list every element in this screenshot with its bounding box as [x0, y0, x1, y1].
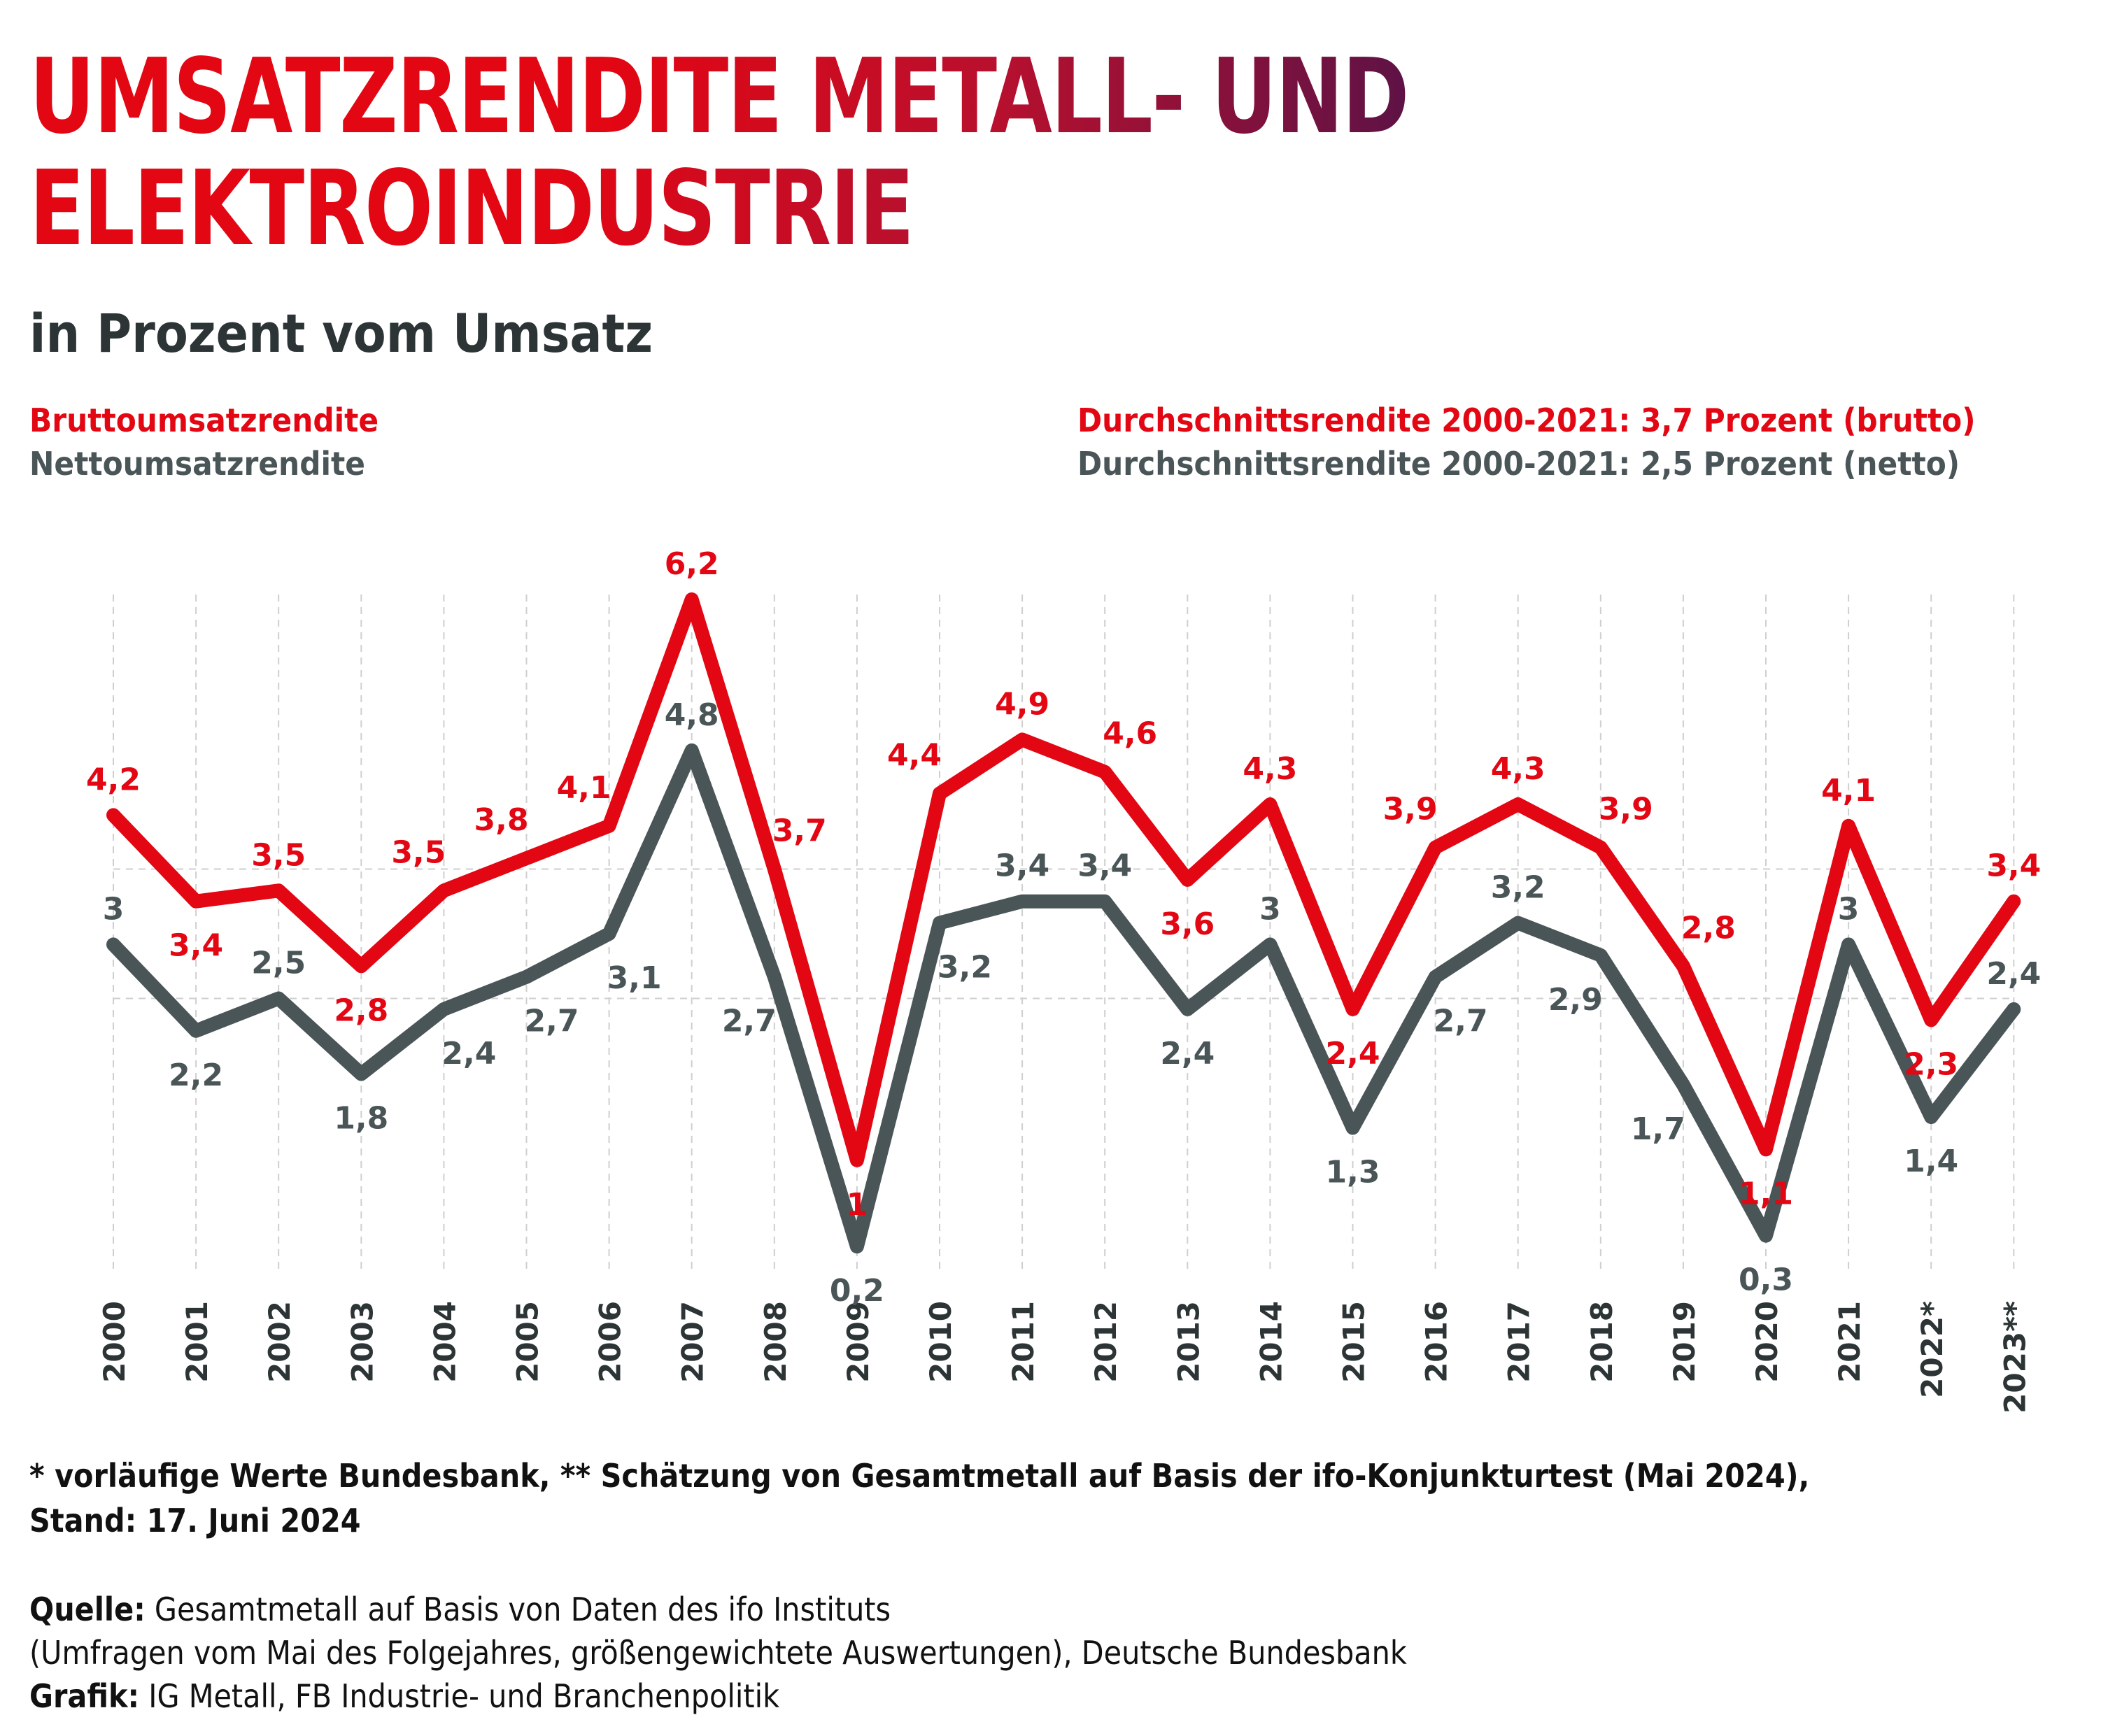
data-label-netto: 3,1 [607, 960, 662, 996]
x-tick-label: 2008 [758, 1301, 793, 1383]
data-label-netto: 2,5 [251, 946, 306, 981]
data-label-netto: 3 [1838, 891, 1860, 927]
data-label-brutto: 1,1 [1739, 1176, 1793, 1211]
data-label-netto: 2,7 [525, 1004, 579, 1039]
data-label-brutto: 3,4 [1986, 848, 2041, 884]
data-label-netto: 2,4 [441, 1036, 496, 1072]
data-label-brutto: 2,4 [1326, 1036, 1380, 1072]
legend-avg-brutto: Durchschnittsrendite 2000-2021: 3,7 Proz… [1077, 401, 1976, 439]
x-tick-label: 2016 [1420, 1301, 1454, 1383]
data-label-netto: 3 [103, 891, 125, 927]
data-label-netto: 3,4 [1077, 848, 1132, 884]
source-line-2: (Umfragen vom Mai des Folgejahres, größe… [29, 1634, 1407, 1672]
source-text: Gesamtmetall auf Basis von Daten des ifo… [145, 1591, 891, 1628]
x-tick-label: 2002 [262, 1301, 297, 1383]
title-line-1: UMSATZRENDITE METALL- UND [29, 41, 1409, 152]
data-label-netto: 2,9 [1548, 982, 1603, 1018]
x-tick-label: 2013 [1171, 1301, 1205, 1383]
x-tick-label: 2003 [345, 1301, 379, 1383]
data-label-netto: 2,7 [722, 1004, 777, 1039]
graphic-label: Grafik: [29, 1677, 140, 1715]
data-label-netto: 2,7 [1434, 1004, 1488, 1039]
x-tick-label: 2010 [924, 1301, 958, 1383]
x-tick-label: 2021 [1832, 1301, 1867, 1383]
data-label-brutto: 4,3 [1243, 751, 1297, 787]
data-label-brutto: 4,1 [557, 770, 611, 806]
data-label-netto: 1,8 [334, 1100, 388, 1136]
x-tick-label: 2011 [1006, 1301, 1040, 1383]
data-label-netto: 2,2 [169, 1058, 223, 1093]
data-label-brutto: 6,2 [665, 546, 719, 582]
line-chart: 2000 2001 2002 2003 2004 2005 2006 2007 2008 2009… [86, 546, 2041, 1414]
x-tick-label: 2017 [1502, 1301, 1536, 1383]
x-tick-label: 2022* [1915, 1301, 1949, 1398]
series-line-netto [106, 743, 2021, 1254]
data-label-brutto: 4,6 [1103, 716, 1157, 752]
data-label-netto: 2,4 [1160, 1036, 1215, 1072]
data-label-netto: 4,8 [665, 697, 719, 733]
x-tick-label: 2005 [511, 1301, 545, 1383]
source-line: Quelle: Gesamtmetall auf Basis von Daten… [29, 1588, 1407, 1631]
data-label-netto: 3,4 [995, 848, 1049, 884]
title-line-2: ELEKTROINDUSTRIE [29, 152, 1408, 264]
data-label-netto: 0,3 [1739, 1262, 1793, 1298]
data-label-brutto: 4,2 [86, 762, 141, 797]
footnote: * vorläufige Werte Bundesbank, ** Schätz… [29, 1453, 1809, 1543]
data-label-brutto: 3,5 [391, 834, 446, 870]
x-tick-label: 2019 [1667, 1301, 1702, 1383]
data-label-netto: 3,2 [938, 950, 992, 986]
x-tick-label: 2018 [1585, 1301, 1619, 1383]
data-label-brutto: 2,3 [1904, 1046, 1958, 1082]
data-label-brutto: 3,6 [1160, 906, 1215, 942]
chart-title: UMSATZRENDITE METALL- UND ELEKTROINDUSTR… [29, 41, 1409, 264]
data-label-netto: 2,4 [1986, 956, 2041, 992]
x-tick-label: 2004 [427, 1301, 462, 1383]
data-label-brutto: 3,8 [474, 802, 529, 838]
title-part-1: UMSATZRENDITE METALL- UND [29, 36, 1409, 157]
chart-subtitle: in Prozent vom Umsatz [29, 302, 653, 364]
x-tick-label: 2020 [1750, 1301, 1784, 1383]
data-label-brutto: 4,1 [1821, 773, 1876, 809]
data-label-netto: 1,3 [1326, 1155, 1380, 1190]
data-label-brutto: 3,5 [251, 837, 306, 873]
data-label-brutto: 3,9 [1599, 792, 1653, 827]
data-label-netto: 0,2 [830, 1273, 884, 1309]
legend-netto: Nettoumsatzrendite [29, 445, 365, 483]
title-part-2: ELEKTROINDUSTRIE [29, 148, 914, 269]
graphic-line: Grafik: IG Metall, FB Industrie- und Bra… [29, 1674, 1407, 1718]
x-tick-label: 2015 [1337, 1301, 1371, 1383]
footnote-line-1: * vorläufige Werte Bundesbank, ** Schätz… [29, 1457, 1810, 1495]
data-label-brutto: 4,9 [995, 686, 1049, 722]
graphic-text: IG Metall, FB Industrie- und Branchenpol… [139, 1677, 780, 1715]
legend-averages: Durchschnittsrendite 2000-2021: 3,7 Proz… [1077, 399, 1976, 485]
legend-brutto: Bruttoumsatzrendite [29, 401, 379, 439]
source-label: Quelle: [29, 1591, 146, 1628]
x-tick-label: 2014 [1254, 1301, 1288, 1383]
x-tick-label: 2000 [97, 1301, 132, 1383]
x-tick-label: 2007 [676, 1301, 710, 1383]
x-tick-label: 2012 [1089, 1301, 1123, 1383]
data-label-brutto: 1 [847, 1187, 868, 1223]
data-label-netto: 1,4 [1904, 1144, 1958, 1179]
legend-series: Bruttoumsatzrendite Nettoumsatzrendite [29, 399, 379, 485]
data-label-netto: 1,7 [1631, 1111, 1685, 1147]
data-label-brutto: 3,7 [772, 813, 827, 848]
series-line-brutto [106, 592, 2021, 1167]
x-tick-label: 2006 [593, 1301, 628, 1383]
data-label-brutto: 2,8 [334, 992, 388, 1028]
data-label-netto: 3 [1259, 891, 1281, 927]
data-label-brutto: 3,9 [1383, 792, 1438, 827]
data-label-netto: 3,2 [1491, 870, 1545, 906]
x-tick-label: 2001 [180, 1301, 214, 1383]
source-block: Quelle: Gesamtmetall auf Basis von Daten… [29, 1588, 1407, 1718]
data-label-brutto: 2,8 [1681, 910, 1736, 946]
legend-avg-netto: Durchschnittsrendite 2000-2021: 2,5 Proz… [1077, 445, 1960, 483]
x-tick-label: 2009 [841, 1301, 875, 1383]
data-label-brutto: 4,3 [1491, 751, 1545, 787]
data-label-brutto: 3,4 [169, 928, 223, 964]
data-label-brutto: 4,4 [887, 738, 942, 774]
footnote-line-2: Stand: 17. Juni 2024 [29, 1502, 361, 1539]
x-tick-label: 2023** [1997, 1301, 2032, 1414]
